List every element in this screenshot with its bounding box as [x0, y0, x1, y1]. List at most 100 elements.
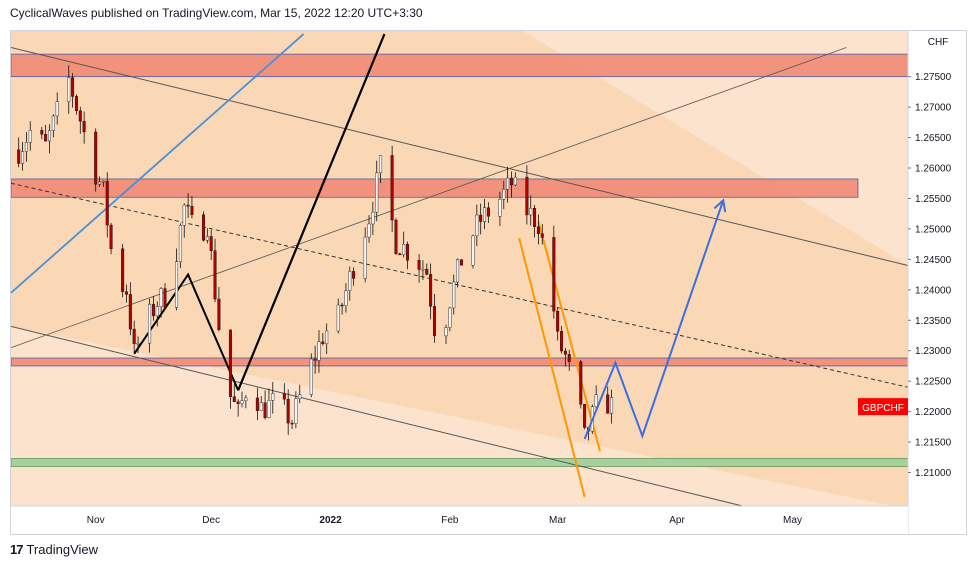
candle-body [128, 294, 132, 330]
rising-fan-line [10, 47, 847, 349]
candle-body [47, 130, 51, 142]
time-scale [11, 506, 908, 534]
candle-body [444, 327, 448, 337]
x-tick-label: Nov [87, 515, 105, 526]
candle-body [271, 393, 275, 401]
y-tick-label: 1.26000 [915, 164, 952, 175]
candle-body [317, 341, 321, 361]
candle-body [379, 155, 383, 174]
y-tick-label: 1.22000 [915, 407, 952, 418]
candle-body [55, 101, 59, 117]
candle-body [190, 205, 194, 215]
candle-body [352, 271, 356, 279]
candle-body [486, 207, 490, 217]
candle-body [321, 341, 325, 344]
y-tick-label: 1.23500 [915, 316, 952, 327]
price-chart[interactable]: CHF 1.27500 1.27000 1.26500 1.26000 1.25500 1.… [10, 31, 966, 534]
candle-body [456, 259, 460, 283]
candle-body [78, 110, 82, 122]
projection-path [583, 199, 725, 440]
candle-body [406, 244, 410, 261]
candle-body [217, 298, 221, 331]
candle-body [290, 422, 294, 425]
candle-body [255, 397, 259, 411]
candle-body [71, 77, 75, 97]
footer-brand[interactable]: TradingView [26, 542, 99, 557]
channel-fill [11, 31, 908, 510]
candle-body [201, 214, 205, 241]
candle-body [509, 177, 513, 186]
tradingview-logo-icon: 17 [10, 542, 24, 557]
candle-body [240, 400, 244, 404]
candle-body [98, 181, 102, 185]
zone-support [10, 458, 909, 467]
candle-body [525, 176, 529, 216]
x-tick-label: Feb [441, 515, 459, 526]
candle-body [182, 204, 186, 226]
candle-body [294, 398, 298, 424]
candle-body [367, 223, 371, 238]
candle-body [236, 401, 240, 404]
candle-body [17, 149, 21, 164]
candle-body [267, 400, 271, 418]
candle-body [417, 260, 421, 270]
candle-body [498, 199, 502, 217]
candle-body [205, 236, 209, 241]
projection-arrowhead [713, 198, 727, 213]
y-tick-label: 1.21000 [915, 468, 952, 479]
wedge-outer-line [518, 237, 586, 498]
candle-body [459, 259, 463, 266]
candle-body [340, 304, 344, 307]
candle-body [610, 397, 614, 414]
candle-body [402, 244, 406, 256]
candle-body [344, 290, 348, 306]
candle-body [175, 261, 179, 308]
candle-body [583, 404, 587, 428]
y-tick-label: 1.24000 [915, 285, 952, 296]
candle-body [471, 235, 475, 266]
candle-body [567, 354, 571, 362]
median-dashed-line [10, 182, 909, 388]
candle-body [209, 236, 213, 251]
candle-body [506, 177, 510, 190]
candle-body [24, 142, 28, 152]
candle-body [124, 291, 128, 295]
candle-body [432, 306, 436, 337]
candle-body [44, 134, 48, 142]
candle-body [375, 172, 379, 213]
candle-body [282, 393, 286, 400]
candle-body [121, 248, 125, 292]
candle-body [136, 342, 140, 345]
candle-body [594, 394, 598, 407]
candle-body [371, 211, 375, 225]
candle-body [148, 303, 152, 344]
candle-body [94, 131, 98, 185]
candle-body [74, 96, 78, 111]
x-tick-label: May [783, 515, 802, 526]
candle-body [309, 358, 313, 395]
x-tick-label: Apr [669, 515, 685, 526]
candle-body [398, 253, 402, 256]
wave-sketch-line [133, 272, 240, 391]
y-tick-label: 1.25000 [915, 224, 952, 235]
candle-body [213, 250, 217, 300]
candle-body [228, 329, 232, 397]
candle-body [502, 189, 506, 200]
candle-body [67, 77, 71, 102]
currency-label: CHF [928, 37, 949, 48]
candle-body [105, 180, 109, 226]
candle-body [244, 397, 248, 401]
candle-body [348, 271, 352, 291]
y-tick-label: 1.24500 [915, 255, 952, 266]
trendline-layer [10, 33, 909, 507]
y-tick-label: 1.26500 [915, 133, 952, 144]
lower-channel-line [10, 325, 743, 507]
candle-body [579, 361, 583, 405]
y-tick-label: 1.21500 [915, 438, 952, 449]
candle-body [421, 268, 425, 271]
candle-body [178, 225, 182, 262]
y-tick-label: 1.25500 [915, 194, 952, 205]
chart-frame[interactable]: CHF 1.27500 1.27000 1.26500 1.26000 1.25500 1.… [10, 30, 967, 535]
candle-body [425, 268, 429, 275]
y-tick-label: 1.22500 [915, 377, 952, 388]
